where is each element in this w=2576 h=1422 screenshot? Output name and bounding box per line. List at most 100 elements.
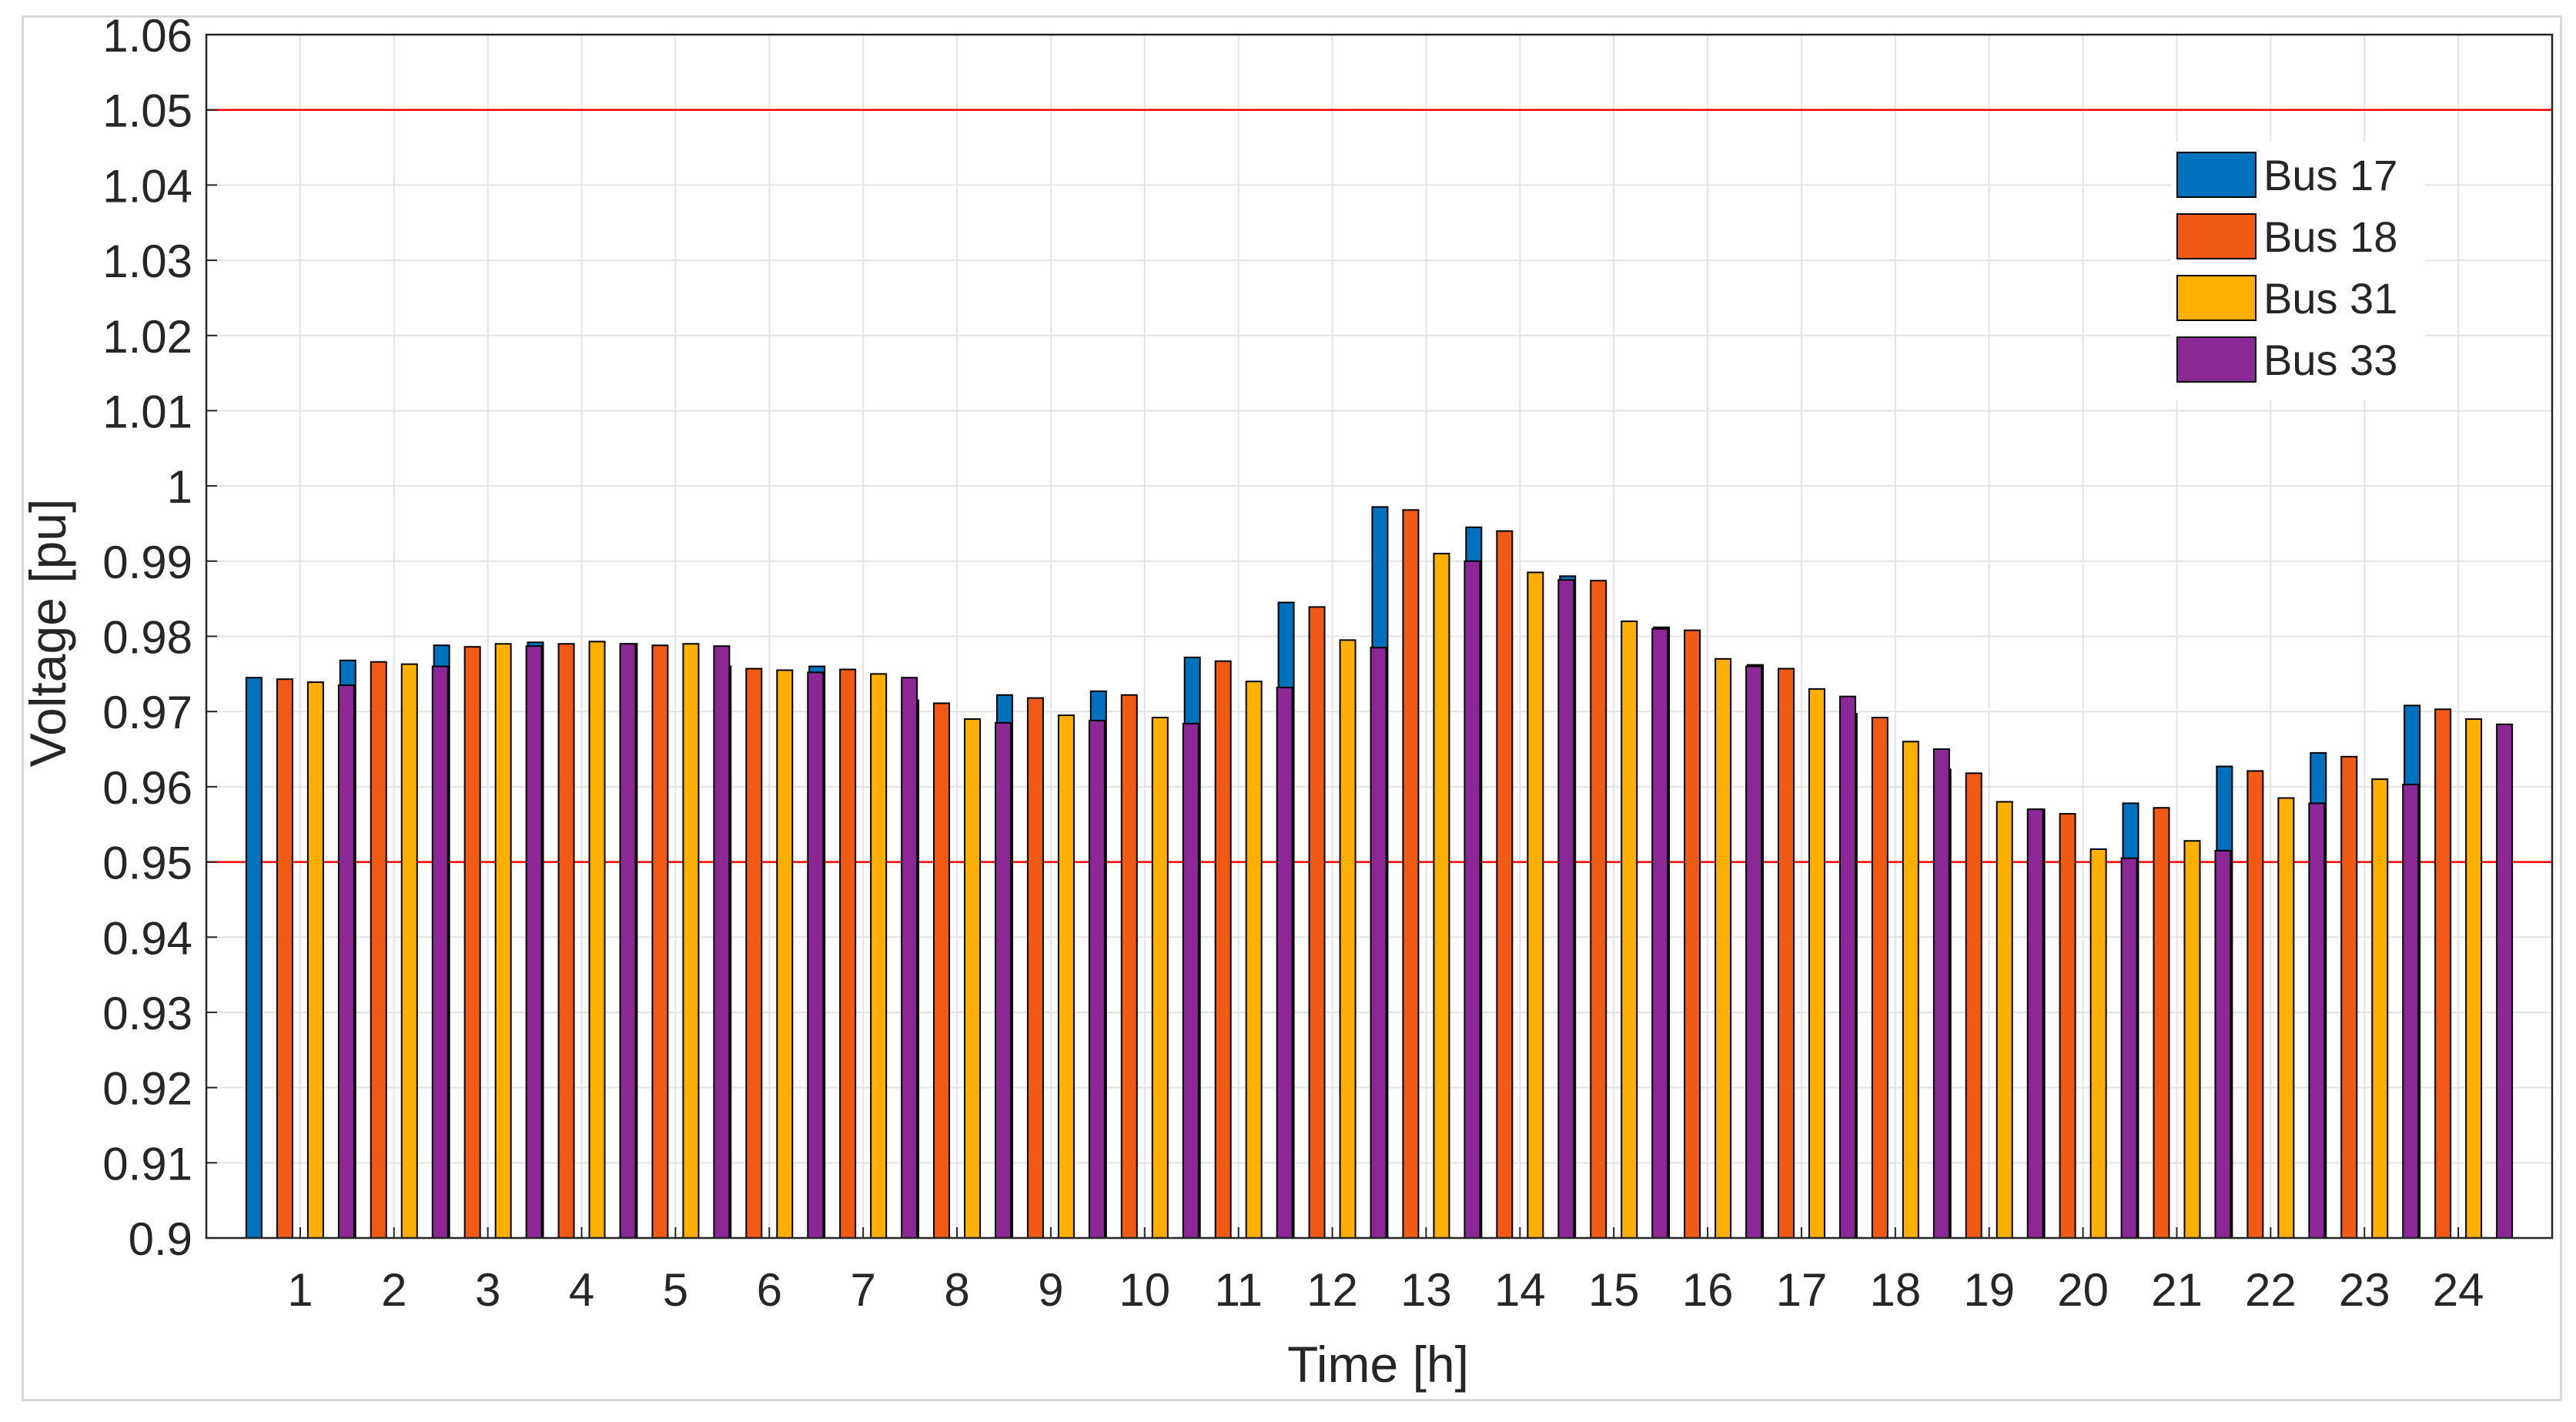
y-tick-label: 0.9 [129,1213,192,1265]
y-tick-label: 1.03 [102,236,192,287]
y-tick-label: 0.98 [102,612,192,664]
bar [1715,657,1732,1239]
bar [964,718,982,1239]
bar [1276,686,1293,1239]
y-tick-label: 0.95 [102,838,192,889]
bar [431,665,449,1239]
bar-series [276,509,2452,1240]
legend: Bus 17 Bus 18 Bus 31 Bus 33 [2171,142,2425,400]
x-tick-label: 12 [1306,1264,1358,1316]
bar [463,646,481,1239]
bar [525,645,543,1239]
bar [1590,580,1607,1239]
bar [494,643,512,1239]
bar [1245,681,1263,1239]
bar [2026,808,2044,1239]
bar [2308,802,2326,1239]
y-axis-label: Voltage [pu] [19,499,76,768]
bar [306,681,324,1239]
x-tick-label: 20 [2057,1264,2109,1316]
x-tick-label: 1 [287,1264,313,1316]
x-tick-label: 15 [1588,1264,1640,1316]
bar [2214,849,2232,1240]
legend-label: Bus 17 [2263,151,2397,199]
bar [933,702,951,1239]
bar [682,643,700,1239]
bar [557,643,575,1239]
y-tick-label: 1.04 [102,160,192,212]
x-tick-label: 24 [2433,1264,2484,1316]
bar [1932,748,1950,1239]
y-tick-label: 0.99 [102,537,192,588]
bar [1651,627,1669,1239]
x-tick-label: 16 [1682,1264,1734,1316]
bar [1214,660,1232,1239]
bar [1151,717,1169,1239]
bar [1057,714,1075,1239]
legend-label: Bus 18 [2263,212,2397,261]
bar-series-group [245,506,2514,1240]
bar [2120,857,2138,1239]
x-tick-label: 23 [2339,1264,2390,1316]
bar [2402,783,2420,1239]
x-tick-label: 21 [2151,1264,2203,1316]
bar-series [337,560,2514,1240]
bar [1902,741,1919,1239]
y-tick-label: 0.94 [102,912,192,964]
legend-label: Bus 33 [2263,336,2397,384]
legend-swatch [2176,152,2257,198]
x-tick-label: 3 [475,1264,500,1316]
bar [619,643,637,1239]
bar [1745,665,1763,1239]
bar [370,661,387,1239]
bar [337,684,355,1239]
bar [276,678,293,1239]
y-axis-ticks: 0.9 0.91 0.92 0.93 0.94 0.95 0.96 0.97 0.98 0.99 1… [102,10,217,1265]
bar [2496,723,2514,1239]
bar [745,668,763,1239]
x-tick-label: 19 [1963,1264,2015,1316]
bar [1088,719,1106,1239]
bar [1339,639,1357,1239]
bar [776,669,794,1239]
x-tick-label: 22 [2245,1264,2297,1316]
legend-swatch [2176,213,2257,259]
x-axis-ticks: 1 2 3 4 5 6 7 8 9 10 11 12 13 14 15 16 17 18 19 20 21 22 23 24 [287,1227,2484,1316]
bar [1120,694,1138,1239]
bar [2059,813,2076,1239]
bar [2465,718,2483,1239]
x-tick-label: 5 [663,1264,688,1316]
y-tick-label: 0.92 [102,1063,192,1115]
bar [1308,606,1326,1239]
bar [839,668,857,1239]
bar [2089,848,2107,1239]
bar-series [306,553,2483,1239]
bar [2371,778,2389,1239]
bar [1182,722,1199,1239]
bar [1433,553,1450,1239]
bar [2434,708,2452,1239]
bar [1496,530,1514,1239]
x-tick-label: 13 [1400,1264,1452,1316]
bar [2183,840,2201,1239]
bar [807,671,825,1239]
bar [713,645,731,1239]
y-tick-label: 1.01 [102,386,192,437]
y-tick-label: 1.06 [102,10,192,62]
bar [2153,807,2170,1240]
x-tick-label: 9 [1038,1264,1063,1316]
bar [1996,801,2013,1239]
bar [1808,688,1825,1239]
bar [1557,579,1575,1239]
y-tick-label: 0.91 [102,1138,192,1189]
bar [651,644,669,1239]
bar [1777,668,1795,1239]
y-tick-label: 0.96 [102,762,192,814]
bar [2340,755,2358,1239]
x-tick-label: 10 [1119,1264,1170,1316]
y-tick-label: 1.05 [102,85,192,137]
y-tick-label: 1 [167,461,192,513]
x-tick-label: 4 [569,1264,594,1316]
legend-label: Bus 31 [2263,274,2397,323]
